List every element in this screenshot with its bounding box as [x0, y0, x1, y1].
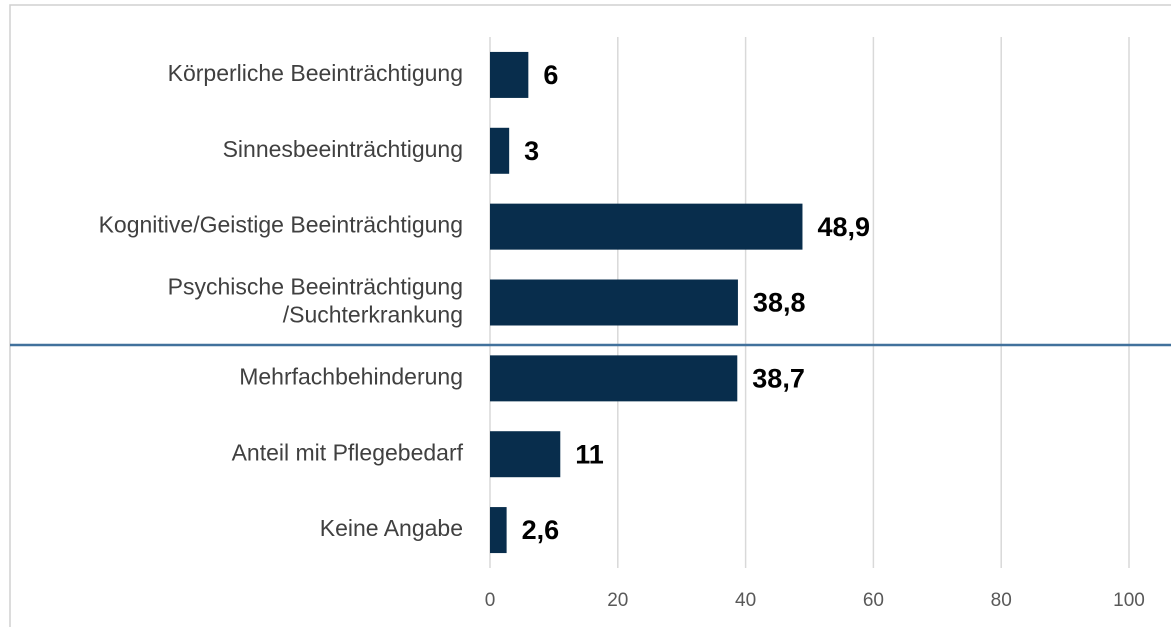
x-tick-label: 80: [991, 590, 1012, 611]
value-label: 48,9: [817, 212, 870, 242]
bar: [490, 355, 738, 402]
y-tick-label: Mehrfachbehinderung: [239, 363, 463, 389]
value-label: 11: [575, 439, 604, 469]
y-tick-label: Psychische Beeinträchtigung/Suchterkrank…: [168, 274, 463, 328]
x-tick-label: 40: [735, 590, 756, 611]
value-label: 38,8: [753, 288, 806, 318]
y-tick-label: Anteil mit Pflegebedarf: [232, 439, 464, 465]
bar: [490, 431, 561, 478]
value-label: 38,7: [752, 363, 805, 393]
y-tick-label: Kognitive/Geistige Beeinträchtigung: [99, 212, 463, 238]
y-tick-label: Keine Angabe: [320, 515, 463, 541]
bar: [490, 507, 507, 554]
bar: [490, 127, 510, 174]
value-label: 3: [524, 136, 539, 166]
bar: [490, 279, 738, 326]
value-label: 6: [543, 60, 558, 90]
x-tick-label: 0: [485, 590, 496, 611]
y-tick-label: Körperliche Beeinträchtigung: [168, 60, 463, 86]
y-tick-label: Sinnesbeeinträchtigung: [223, 136, 463, 162]
x-tick-label: 60: [863, 590, 884, 611]
frame: [9, 4, 1171, 632]
x-tick-label: 100: [1113, 590, 1145, 611]
bar: [490, 51, 529, 98]
value-label: 2,6: [522, 515, 560, 545]
x-tick-label: 20: [607, 590, 628, 611]
bar: [490, 203, 803, 250]
